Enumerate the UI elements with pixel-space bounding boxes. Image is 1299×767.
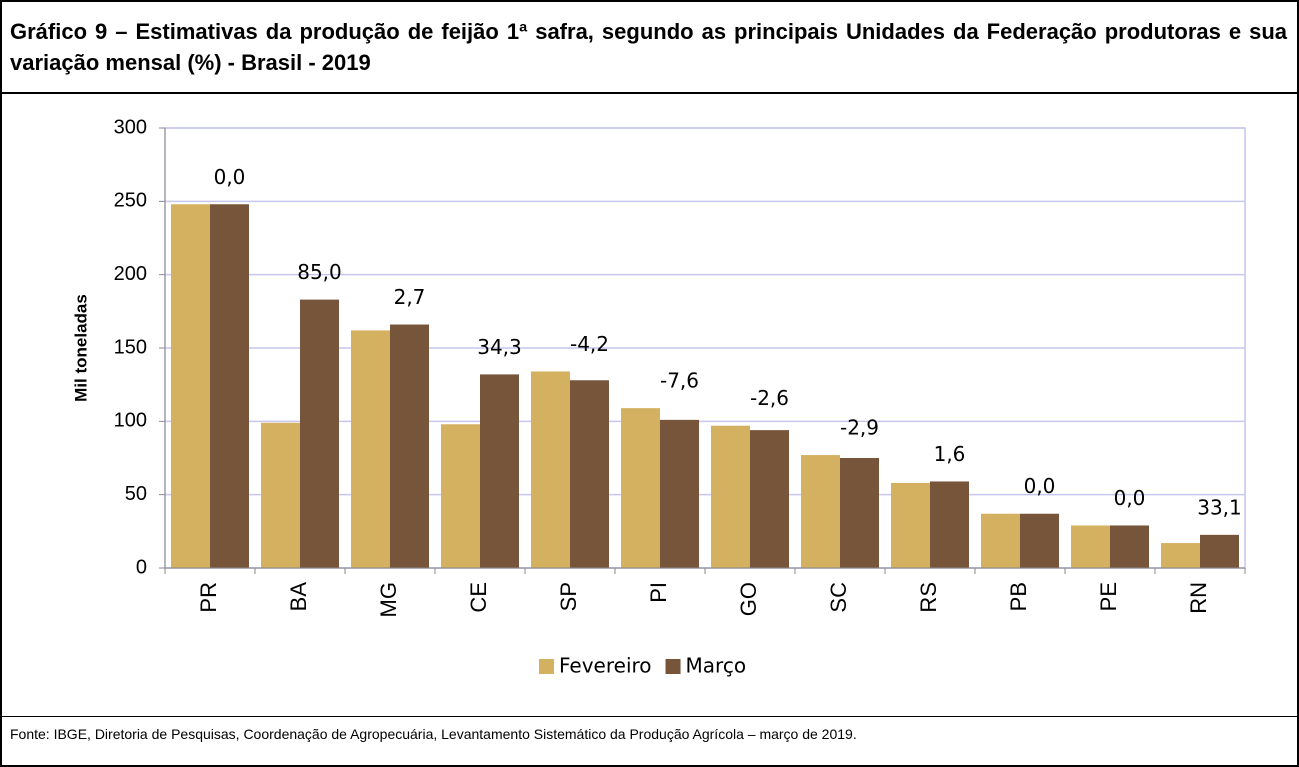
bar	[1161, 543, 1200, 568]
variation-label: 0,0	[1114, 486, 1146, 510]
variation-label: -7,6	[660, 369, 699, 393]
variation-label: -4,2	[570, 332, 609, 356]
x-tick-label: SP	[556, 582, 581, 611]
source-rule	[2, 716, 1297, 717]
y-tick-label: 0	[136, 556, 147, 578]
bar	[981, 513, 1020, 568]
bar	[261, 422, 300, 568]
y-tick-label: 300	[114, 116, 147, 138]
x-tick-label: PI	[646, 582, 671, 603]
x-tick-label: BA	[286, 582, 311, 612]
legend-swatch	[539, 659, 554, 674]
bar	[351, 330, 390, 568]
y-tick-label: 200	[114, 263, 147, 285]
bar	[801, 455, 840, 568]
y-tick-label: 100	[114, 410, 147, 432]
bar	[1020, 513, 1059, 568]
variation-label: 85,0	[297, 260, 342, 284]
bar	[210, 204, 249, 568]
legend-label: Março	[686, 654, 747, 678]
variation-label: 2,7	[394, 285, 426, 309]
bar	[300, 299, 339, 568]
x-tick-label: PR	[196, 582, 221, 613]
variation-label: 0,0	[214, 165, 246, 189]
chart-title: Gráfico 9 – Estimativas da produção de f…	[2, 2, 1297, 94]
y-axis-label: Mil toneladas	[71, 294, 90, 402]
variation-label: 1,6	[934, 442, 966, 466]
x-tick-label: CE	[466, 582, 491, 613]
bar	[660, 419, 699, 568]
y-tick-label: 150	[114, 336, 147, 358]
x-tick-label: GO	[736, 582, 761, 616]
variation-label: 33,1	[1197, 495, 1242, 519]
x-tick-label: SC	[826, 582, 851, 613]
bar	[621, 408, 660, 568]
bar	[570, 380, 609, 568]
x-tick-label: RS	[916, 582, 941, 613]
bar	[750, 430, 789, 568]
legend-swatch	[665, 659, 681, 674]
bar	[1071, 525, 1110, 568]
bar	[1200, 534, 1239, 568]
y-tick-label: 250	[114, 190, 147, 212]
bar	[930, 481, 969, 568]
bar	[390, 324, 429, 568]
variation-label: 34,3	[477, 335, 522, 359]
bar	[891, 482, 930, 568]
x-tick-label: RN	[1186, 582, 1211, 614]
bar	[480, 374, 519, 568]
variation-label: -2,9	[840, 416, 879, 440]
x-tick-label: MG	[376, 582, 401, 617]
bar	[531, 371, 570, 568]
source: Fonte: IBGE, Diretoria de Pesquisas, Coo…	[10, 726, 857, 742]
bar	[1110, 525, 1149, 568]
variation-label: 0,0	[1024, 474, 1056, 498]
bar	[171, 204, 210, 568]
bar	[711, 425, 750, 568]
legend-label: Fevereiro	[559, 654, 652, 678]
y-tick-label: 50	[125, 483, 147, 505]
bar	[441, 424, 480, 568]
variation-label: -2,6	[750, 386, 789, 410]
bar	[840, 458, 879, 568]
x-tick-label: PE	[1096, 582, 1121, 611]
x-tick-label: PB	[1006, 582, 1031, 611]
